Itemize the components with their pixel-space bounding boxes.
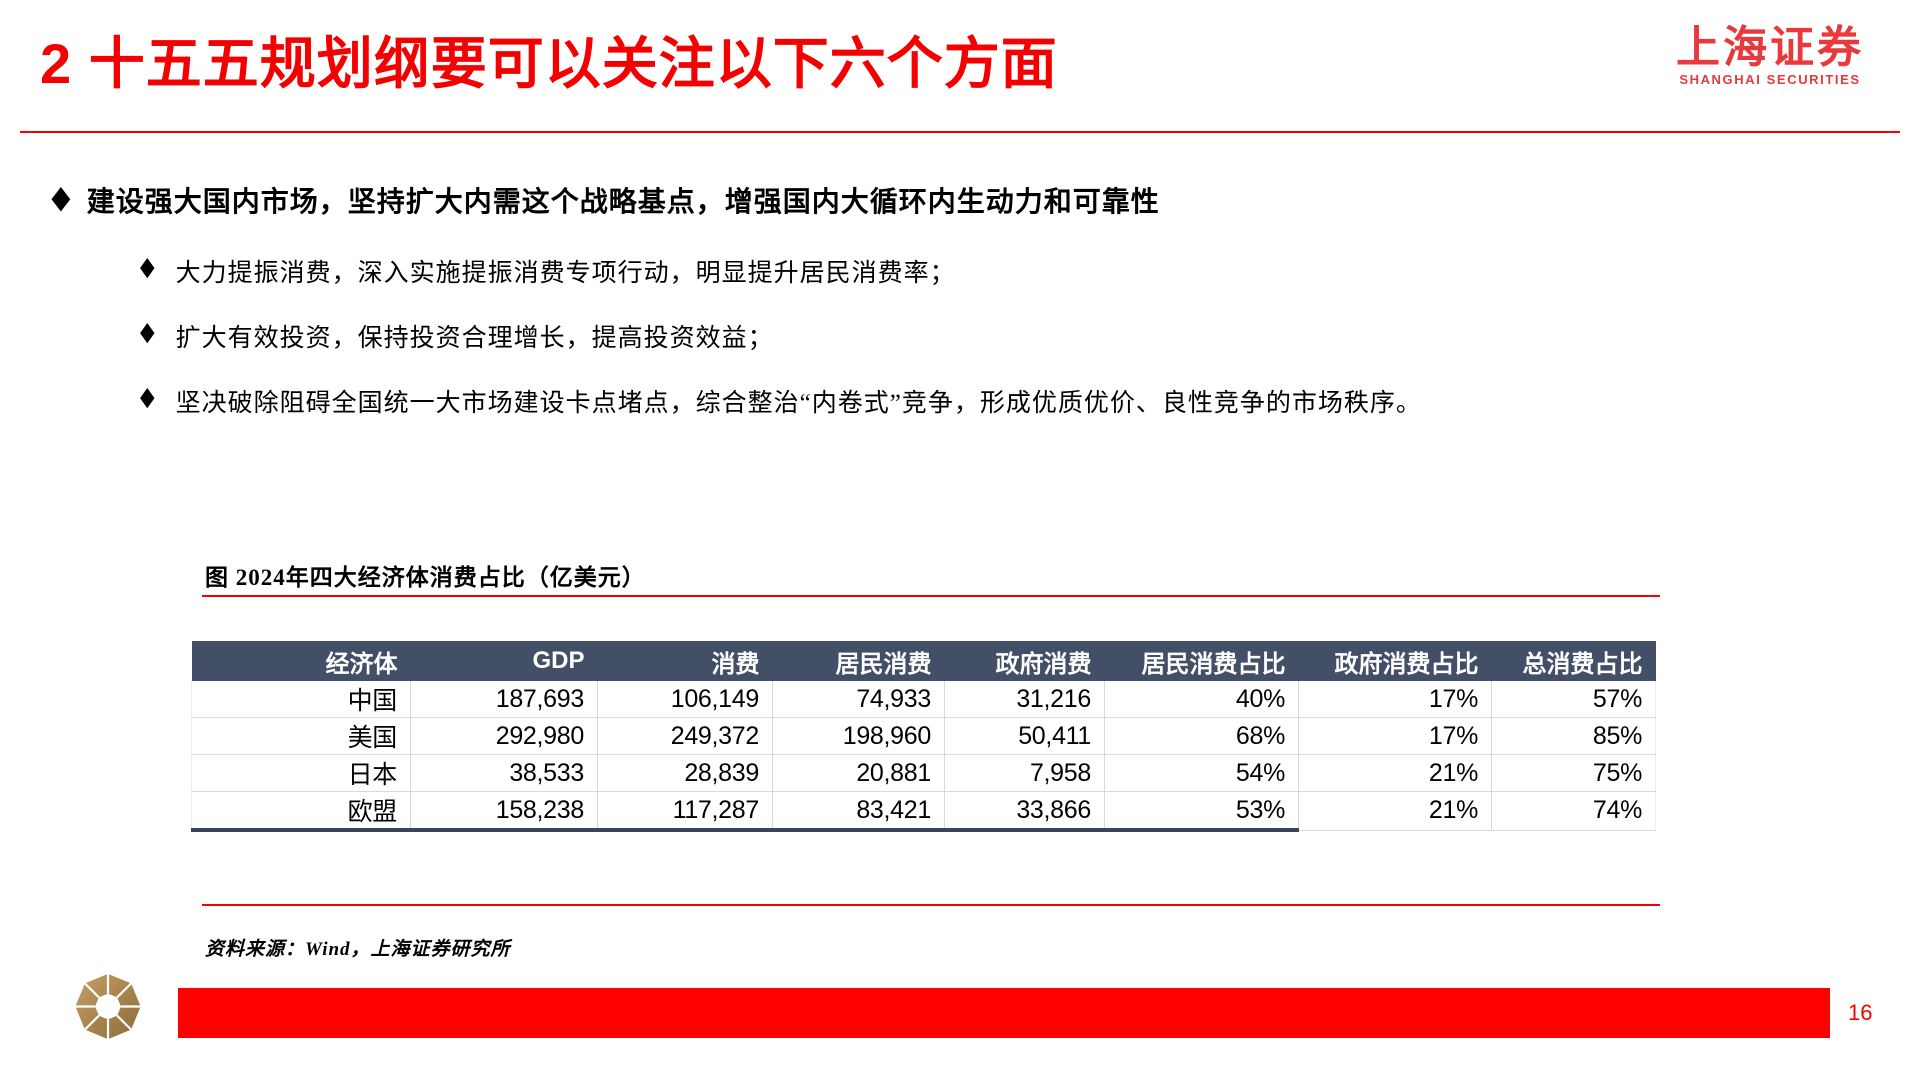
cell-value: 54% <box>1104 754 1299 792</box>
diamond-bullet-icon: ◆ <box>140 382 156 413</box>
cell-value: 292,980 <box>410 717 598 755</box>
sub-bullet-text: 扩大有效投资，保持投资合理增长，提高投资效益； <box>175 325 774 352</box>
cell-value: 85% <box>1491 717 1656 755</box>
cell-value: 40% <box>1104 681 1299 718</box>
sub-bullet-text: 坚决破除阻碍全国统一大市场建设卡点堵点，综合整治“内卷式”竞争，形成优质优价、良… <box>175 390 1422 417</box>
sub-bullet-3: ◆ 坚决破除阻碍全国统一大市场建设卡点堵点，综合整治“内卷式”竞争，形成优质优价… <box>140 383 1422 419</box>
cell-value: 74,933 <box>772 681 945 718</box>
cell-value: 20,881 <box>772 754 945 792</box>
page-number: 16 <box>1848 1000 1873 1025</box>
diamond-bullet-icon: ◆ <box>140 252 156 283</box>
cell-value: 68% <box>1104 717 1299 755</box>
cell-value: 117,287 <box>597 791 773 832</box>
cell-value: 50,411 <box>944 717 1105 755</box>
col-header-government-share: 政府消费占比 <box>1298 641 1492 681</box>
cell-value: 75% <box>1491 754 1656 792</box>
cell-economy: 日本 <box>191 754 411 792</box>
consumption-table: 经济体 GDP 消费 居民消费 政府消费 居民消费占比 政府消费占比 总消费占比… <box>191 641 1656 832</box>
sub-bullet-1: ◆ 大力提振消费，深入实施提振消费专项行动，明显提升居民消费率； <box>140 253 956 289</box>
figure-bottom-rule <box>202 904 1660 906</box>
logo-english-text: SHANGHAI SECURITIES <box>1679 72 1861 87</box>
cell-value: 38,533 <box>410 754 598 792</box>
cell-value: 187,693 <box>410 681 598 718</box>
col-header-gdp: GDP <box>410 641 598 681</box>
figure-top-rule <box>202 595 1660 597</box>
main-bullet: ◆ 建设强大国内市场，坚持扩大内需这个战略基点，增强国内大循环内生动力和可靠性 <box>52 180 1160 220</box>
table-row-eu: 欧盟 158,238 117,287 83,421 33,866 53% 21%… <box>191 791 1656 832</box>
table-header-row: 经济体 GDP 消费 居民消费 政府消费 居民消费占比 政府消费占比 总消费占比 <box>191 641 1656 681</box>
col-header-household-consumption: 居民消费 <box>772 641 945 681</box>
cell-value: 198,960 <box>772 717 945 755</box>
title-divider-line <box>20 131 1900 133</box>
cell-value: 57% <box>1491 681 1656 718</box>
logo-chinese-text: 上海证券 <box>1676 23 1864 72</box>
sub-bullet-text: 大力提振消费，深入实施提振消费专项行动，明显提升居民消费率； <box>175 260 956 287</box>
cell-value: 31,216 <box>944 681 1105 718</box>
figure-title: 图 2024年四大经济体消费占比（亿美元） <box>205 565 646 590</box>
table-row-usa: 美国 292,980 249,372 198,960 50,411 68% 17… <box>191 717 1656 755</box>
page-title: 2 十五五规划纲要可以关注以下六个方面 <box>40 32 1058 95</box>
footer-red-bar <box>178 988 1830 1038</box>
cell-value: 158,238 <box>410 791 598 832</box>
company-logo: 上海证券 SHANGHAI SECURITIES <box>1676 24 1864 88</box>
cell-value: 7,958 <box>944 754 1105 792</box>
cell-value: 249,372 <box>597 717 773 755</box>
cell-value: 17% <box>1298 681 1492 718</box>
col-header-household-share: 居民消费占比 <box>1104 641 1299 681</box>
cell-value: 53% <box>1104 791 1299 832</box>
diamond-bullet-icon: ◆ <box>52 179 71 214</box>
cell-value: 28,839 <box>597 754 773 792</box>
col-header-economy: 经济体 <box>191 641 411 681</box>
cell-value: 21% <box>1298 754 1492 792</box>
table-row-china: 中国 187,693 106,149 74,933 31,216 40% 17%… <box>191 681 1656 718</box>
main-bullet-text: 建设强大国内市场，坚持扩大内需这个战略基点，增强国内大循环内生动力和可靠性 <box>86 186 1160 217</box>
gold-gem-emblem-icon <box>75 973 141 1040</box>
cell-value: 33,866 <box>944 791 1105 832</box>
cell-economy: 欧盟 <box>191 791 411 832</box>
table-row-japan: 日本 38,533 28,839 20,881 7,958 54% 21% 75… <box>191 754 1656 792</box>
cell-value: 83,421 <box>772 791 945 832</box>
col-header-government-consumption: 政府消费 <box>944 641 1105 681</box>
data-source-note: 资料来源：Wind，上海证券研究所 <box>205 939 511 960</box>
cell-value: 17% <box>1298 717 1492 755</box>
diamond-bullet-icon: ◆ <box>140 317 156 348</box>
col-header-consumption: 消费 <box>597 641 773 681</box>
cell-value: 21% <box>1298 791 1492 831</box>
cell-value: 74% <box>1491 791 1656 831</box>
cell-economy: 美国 <box>191 717 411 755</box>
cell-economy: 中国 <box>191 681 411 718</box>
cell-value: 106,149 <box>597 681 773 718</box>
sub-bullet-2: ◆ 扩大有效投资，保持投资合理增长，提高投资效益； <box>140 318 774 354</box>
col-header-total-share: 总消费占比 <box>1491 641 1656 681</box>
